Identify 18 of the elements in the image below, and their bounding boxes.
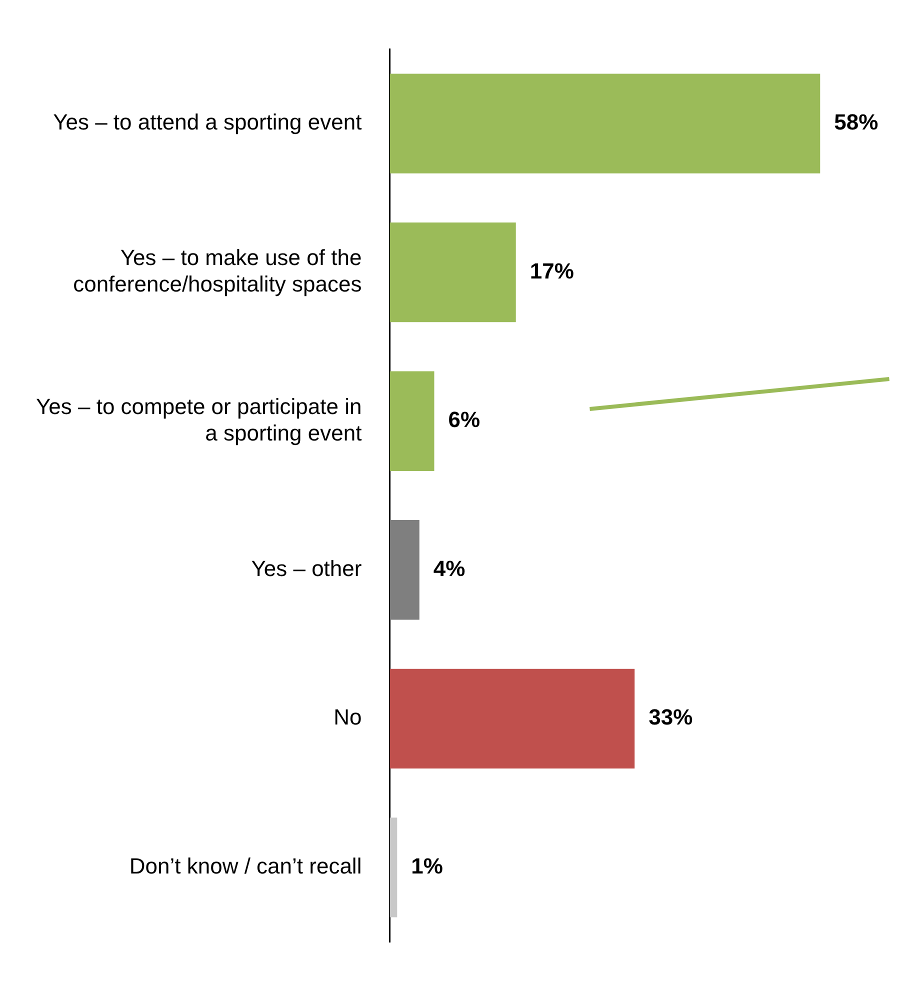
data-label: 6% [448,407,480,432]
y-tick-label: Yes – to attend a sporting event [53,110,362,135]
data-label: 1% [411,853,443,878]
data-label: 33% [648,704,693,730]
bar [390,818,398,918]
y-tick-label: Don’t know / can’t recall [129,853,362,878]
y-tick-label: Yes – to make use of the conference/hospitality spaces [73,245,362,297]
y-tick-label: Yes – other [251,556,362,581]
bar [390,74,820,174]
data-label: 4% [433,556,466,581]
y-tick-label: No [334,704,362,730]
bar [390,371,434,471]
y-tick-label: Yes – to compete or participate in a sporting event [36,394,362,446]
bar [390,222,516,322]
bar [390,668,635,768]
data-label: 58% [834,110,878,135]
bar [390,520,420,620]
data-label: 17% [530,258,574,284]
